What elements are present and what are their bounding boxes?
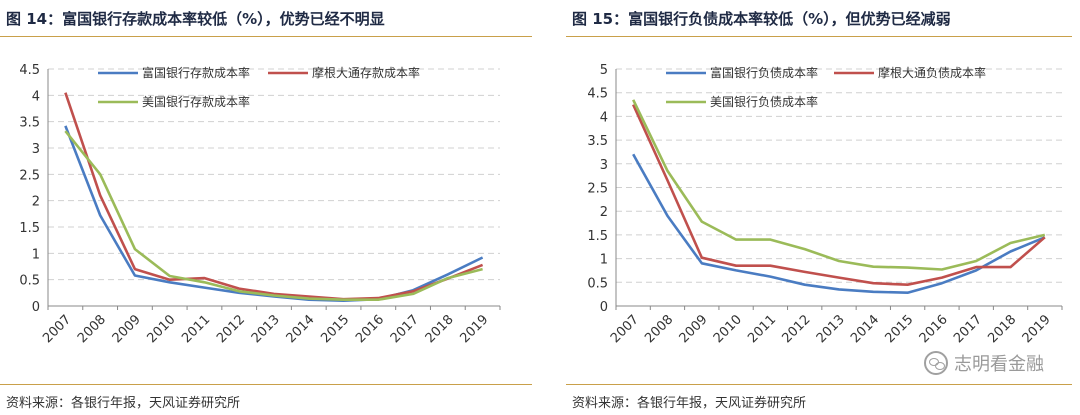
x-tick-label: 2017 bbox=[388, 312, 422, 346]
x-tick-label: 2009 bbox=[110, 312, 144, 346]
legend-label: 富国银行存款成本率 bbox=[142, 65, 250, 80]
y-tick-label: 1.5 bbox=[587, 229, 608, 244]
x-tick-label: 2015 bbox=[318, 312, 352, 346]
legend-label: 美国银行负债成本率 bbox=[710, 94, 818, 109]
y-tick-label: 4.5 bbox=[587, 87, 608, 102]
series-line-2 bbox=[632, 104, 1046, 286]
x-tick-label: 2019 bbox=[457, 312, 491, 346]
gridlines bbox=[48, 68, 500, 281]
y-tick-label: 1 bbox=[32, 247, 40, 262]
y-tick-label: 0 bbox=[600, 300, 608, 315]
source-divider bbox=[0, 384, 532, 385]
deposit-cost-chart: 0 0.5 1 1.5 2 2.5 3 3.5 4 4.5 2007 2008 2009 2010 2011… bbox=[19, 63, 501, 346]
series-line-2 bbox=[64, 92, 484, 301]
x-tick-label: 2013 bbox=[249, 312, 283, 346]
title-divider bbox=[566, 36, 1072, 37]
series-line-3 bbox=[632, 99, 1046, 271]
y-tick-label: 4.5 bbox=[19, 63, 40, 78]
x-tick-label: 2012 bbox=[780, 312, 814, 346]
figure-14: 图 14：富国银行存款成本率较低（%），优势已经不明显 0 0.5 1 1.5 2 2.5… bbox=[0, 10, 532, 411]
watermark: 志明看金融 bbox=[924, 350, 1044, 376]
y-tick-label: 5 bbox=[600, 63, 608, 78]
x-tick-label: 2008 bbox=[642, 312, 676, 346]
watermark-text: 志明看金融 bbox=[954, 354, 1044, 375]
x-tick-label: 2018 bbox=[423, 312, 457, 346]
y-tick-label: 1.5 bbox=[19, 221, 40, 236]
y-tick-label: 3.5 bbox=[587, 134, 608, 149]
source-divider bbox=[566, 384, 1072, 385]
x-tick-label: 2016 bbox=[353, 312, 387, 346]
x-tick-label: 2019 bbox=[1020, 312, 1054, 346]
y-tick-label: 0.5 bbox=[587, 276, 608, 291]
y-tick-label: 0.5 bbox=[19, 274, 40, 289]
x-tick-label: 2007 bbox=[40, 312, 74, 346]
series-line-1 bbox=[632, 153, 1046, 294]
y-tick-label: 3 bbox=[32, 142, 40, 157]
wechat-icon bbox=[924, 351, 948, 375]
figure-title: 图 14：富国银行存款成本率较低（%），优势已经不明显 bbox=[6, 10, 385, 28]
legend-label: 美国银行存款成本率 bbox=[142, 94, 250, 109]
series-line-1 bbox=[64, 125, 484, 303]
x-tick-label: 2009 bbox=[677, 312, 711, 346]
title-divider bbox=[0, 36, 532, 37]
y-tick-label: 3 bbox=[600, 158, 608, 173]
x-tick-label: 2012 bbox=[214, 312, 248, 346]
y-tick-label: 2 bbox=[600, 205, 608, 220]
x-tick-label: 2017 bbox=[951, 312, 985, 346]
figure-15: 图 15：富国银行负债成本率较低（%），但优势已经减弱 0 0.5 1 1.5 2 2.5… bbox=[566, 0, 1080, 415]
x-tick-label: 2016 bbox=[917, 312, 951, 346]
y-tick-label: 4 bbox=[32, 89, 40, 104]
x-tick-label: 2011 bbox=[745, 312, 779, 346]
y-tick-label: 4 bbox=[600, 110, 608, 125]
y-tick-label: 1 bbox=[600, 253, 608, 268]
x-tick-label: 2010 bbox=[145, 312, 179, 346]
y-tick-label: 2 bbox=[32, 195, 40, 210]
x-tick-label: 2011 bbox=[179, 312, 213, 346]
y-tick-label: 0 bbox=[32, 300, 40, 315]
series-line-3 bbox=[64, 130, 483, 302]
source-note: 资料来源：各银行年报，天风证券研究所 bbox=[6, 396, 241, 411]
source-note: 资料来源：各银行年报，天风证券研究所 bbox=[572, 396, 807, 411]
legend-label: 摩根大通存款成本率 bbox=[312, 65, 420, 80]
x-tick-label: 2015 bbox=[882, 312, 916, 346]
x-tick-label: 2018 bbox=[985, 312, 1019, 346]
x-tick-label: 2007 bbox=[608, 312, 642, 346]
legend-label: 富国银行负债成本率 bbox=[710, 65, 818, 80]
legend-label: 摩根大通负债成本率 bbox=[878, 65, 986, 80]
x-tick-label: 2008 bbox=[75, 312, 109, 346]
figure-title: 图 15：富国银行负债成本率较低（%），但优势已经减弱 bbox=[572, 10, 951, 28]
y-tick-label: 2.5 bbox=[587, 182, 608, 197]
x-tick-label: 2010 bbox=[711, 312, 745, 346]
y-tick-label: 3.5 bbox=[19, 116, 40, 131]
x-tick-label: 2014 bbox=[848, 312, 882, 346]
x-tick-label: 2013 bbox=[814, 312, 848, 346]
x-tick-label: 2014 bbox=[284, 312, 318, 346]
y-tick-label: 2.5 bbox=[19, 168, 40, 183]
gridlines bbox=[616, 68, 1062, 283]
